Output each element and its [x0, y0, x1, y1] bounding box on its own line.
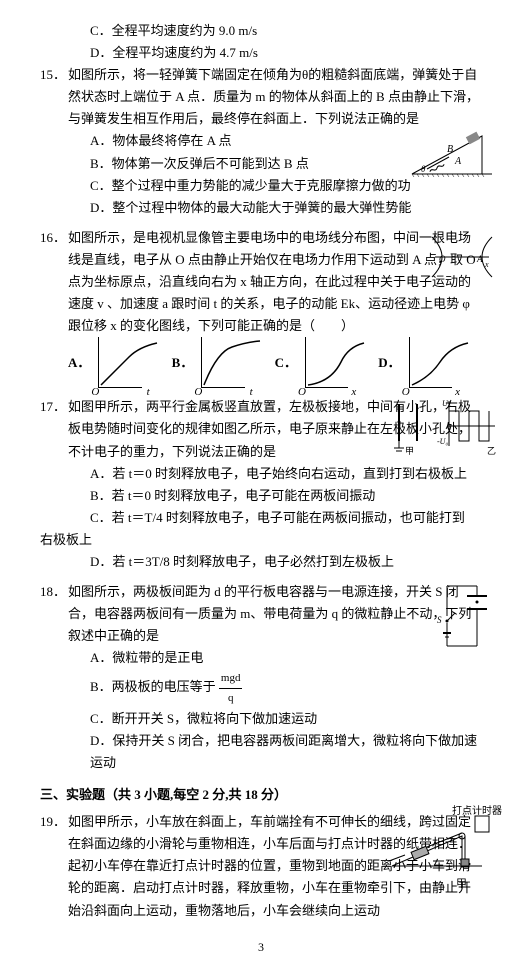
capacitor-diagram: 甲 U₀ -U₀ 乙 — [387, 396, 497, 456]
chart-b: Ot — [201, 337, 244, 388]
svg-text:-U₀: -U₀ — [437, 437, 448, 446]
diagram-caption: 甲 — [456, 875, 467, 894]
q17-opt-c: C．若 t＝T/4 时刻释放电子，电子可能在两板间振动，也可能打到 — [40, 507, 482, 529]
question-16: 16． 如图所示，是电视机显像管主要电场中的电场线分布图，中间一根电场线是直线，… — [40, 227, 482, 388]
q16-number: 16． — [40, 227, 66, 249]
q18-opt-a: A．微粒带的是正电 — [40, 647, 482, 669]
q16-choices: A． Ot B． Ot C． Ox D． Ox — [40, 337, 482, 388]
svg-text:A: A — [454, 156, 462, 167]
svg-text:甲: 甲 — [405, 446, 414, 456]
svg-text:U₀: U₀ — [442, 399, 451, 408]
svg-text:A: A — [476, 254, 483, 264]
q18-opt-c: C．断开开关 S，微粒将向下做加速运动 — [40, 708, 482, 730]
question-19: 19． 如图甲所示，小车放在斜面上，车前端拴有不可伸长的细线，跨过固定在斜面边缘… — [40, 811, 482, 921]
option-14c: C．全程平均速度约为 9.0 m/s — [40, 20, 482, 42]
svg-text:乙: 乙 — [487, 446, 496, 456]
q17-opt-d: D．若 t＝3T/8 时刻释放电子，电子必然打到左极板上 — [40, 551, 482, 573]
q16-label-a: A． — [68, 352, 90, 374]
question-17: 17． 如图甲所示，两平行金属板竖直放置，左极板接地，中间有小孔，右极板电势随时… — [40, 396, 482, 573]
question-15: 15． 如图所示，将一轻弹簧下端固定在倾角为θ的粗糙斜面底端，弹簧处于自然状态时… — [40, 64, 482, 219]
chart-d: Ox — [409, 337, 452, 388]
chart-c: Ox — [305, 337, 348, 388]
q18-text: 如图所示，两极板间距为 d 的平行板电容器与一电源连接，开关 S 闭合，电容器两… — [68, 584, 471, 643]
q19-number: 19． — [40, 811, 66, 833]
q17-opt-b: B．若 t＝0 时刻释放电子，电子可能在两板间振动 — [40, 485, 482, 507]
svg-text:S: S — [437, 615, 442, 625]
q18-opt-b: B．两极板的电压等于 mgdq — [40, 669, 482, 707]
svg-text:θ: θ — [421, 164, 426, 174]
q15-text: 如图所示，将一轻弹簧下端固定在倾角为θ的粗糙斜面底端，弹簧处于自然状态时上端位于… — [68, 67, 479, 126]
svg-text:O: O — [439, 254, 446, 264]
q16-text: 如图所示，是电视机显像管主要电场中的电场线分布图，中间一根电场线是直线，电子从 … — [68, 230, 476, 333]
q18-number: 18． — [40, 581, 66, 603]
field-lines-diagram: O Ax — [427, 227, 497, 297]
q17-opt-c2: 右极板上 — [40, 529, 482, 551]
section-3-header: 三、实验题（共 3 小题,每空 2 分,共 18 分） — [40, 784, 482, 806]
q15-number: 15． — [40, 64, 66, 86]
page-number: 3 — [40, 937, 482, 957]
q16-label-c: C． — [275, 352, 297, 374]
cart-diagram: 打点计时器 甲 — [387, 811, 497, 881]
circuit-diagram: S — [437, 581, 497, 661]
option-14d: D．全程平均速度约为 4.7 m/s — [40, 42, 482, 64]
question-18: 18． 如图所示，两极板间距为 d 的平行板电容器与一电源连接，开关 S 闭合，… — [40, 581, 482, 774]
svg-text:B: B — [447, 144, 453, 155]
timer-label: 打点计时器 — [452, 803, 502, 820]
incline-diagram: BAθ — [407, 124, 497, 179]
q15-opt-d: D．整个过程中物体的最大动能大于弹簧的最大弹性势能 — [40, 197, 482, 219]
chart-a: Ot — [98, 337, 141, 388]
q17-number: 17． — [40, 396, 66, 418]
svg-text:x: x — [484, 260, 489, 269]
q16-label-b: B． — [172, 352, 194, 374]
q16-label-d: D． — [378, 352, 400, 374]
q17-opt-a: A．若 t＝0 时刻释放电子，电子始终向右运动，直到打到右极板上 — [40, 463, 482, 485]
